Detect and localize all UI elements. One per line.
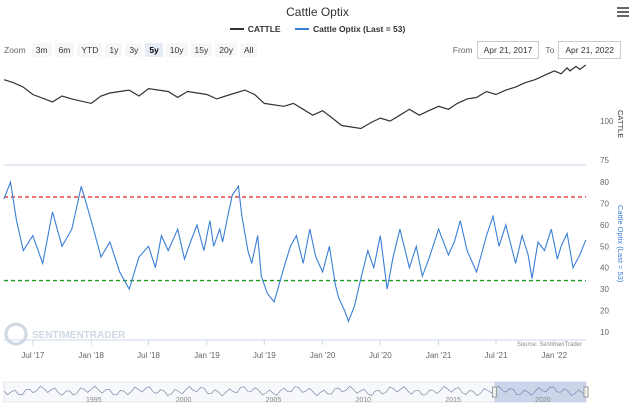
optix-tick-label: 70 [600,199,609,208]
x-tick-label: Jul '18 [137,351,160,360]
price-axis-label: CATTLE [616,110,625,138]
optix-tick-label: 20 [600,307,609,316]
zoom-button-6m[interactable]: 6m [54,43,75,57]
navigator-tick-label: 2015 [445,397,461,404]
optix-axis-label: Cattle Optix (Last = 53) [616,205,625,283]
navigator-handle-left [491,386,497,398]
optix-tick-label: 50 [600,242,609,251]
optix-tick-label: 60 [600,221,609,230]
x-tick-label: Jan '22 [542,351,568,360]
to-label: To [545,45,555,55]
optix-tick-label: 40 [600,264,609,273]
legend: CATTLE Cattle Optix (Last = 53) [0,22,635,34]
navigator-tick-label: 1995 [86,397,102,404]
cattle-price-line [3,64,587,130]
zoom-button-ytd[interactable]: YTD [77,43,103,57]
zoom-button-5y[interactable]: 5y [145,43,163,57]
zoom-button-20y[interactable]: 20y [215,43,237,57]
navigator-tick-label: 2020 [535,397,551,404]
x-tick-label: Jul '19 [253,351,276,360]
zoom-button-10y[interactable]: 10y [165,43,188,57]
zoom-label: Zoom [4,45,26,55]
x-tick-label: Jul '20 [369,351,392,360]
legend-item-cattle[interactable]: CATTLE [229,24,281,34]
navigator-tick-label: 2000 [176,397,192,404]
x-tick-label: Jan '18 [78,351,104,360]
price-tick-label: 100 [600,117,614,126]
watermark-logo-icon [4,322,28,346]
zoom-button-all[interactable]: All [239,43,258,57]
zoom-button-15y[interactable]: 15y [190,43,213,57]
to-date-input[interactable]: Apr 21, 2022 [558,41,621,59]
from-label: From [452,45,473,55]
optix-tick-label: 10 [600,328,609,337]
x-tick-label: Jul '17 [21,351,44,360]
zoom-button-1y[interactable]: 1y [105,43,123,57]
watermark-text: SENTIMENTRADER [32,330,126,341]
x-tick-label: Jan '19 [194,351,220,360]
date-range: From Apr 21, 2017 To Apr 21, 2022 [453,41,627,59]
navigator-series [3,385,587,397]
from-date-input[interactable]: Apr 21, 2017 [476,41,540,59]
navigator-selection [494,382,586,402]
x-tick-label: Jan '21 [426,351,452,360]
x-tick-label: Jan '20 [310,351,336,360]
zoom-button-3m[interactable]: 3m [31,43,52,57]
x-tick-label: Jul '21 [485,351,508,360]
navigator-handle-right [583,386,589,398]
optix-tick-label: 75 [600,156,609,165]
optix-line [3,179,587,323]
zoom-button-3y[interactable]: 3y [125,43,143,57]
chart-title: Cattle Optix [286,5,349,19]
optix-tick-label: 30 [600,285,609,294]
menu-icon[interactable] [617,7,629,19]
navigator-tick-label: 2005 [266,397,282,404]
navigator-tick-label: 2010 [355,397,371,404]
optix-tick-label: 80 [600,178,609,187]
zoom-bar: Zoom 3m 6m YTD 1y 3y 5y 10y 15y 20y All [4,43,260,57]
source-credit: Source: SentimenTrader [517,342,582,348]
legend-item-optix[interactable]: Cattle Optix (Last = 53) [294,24,405,34]
